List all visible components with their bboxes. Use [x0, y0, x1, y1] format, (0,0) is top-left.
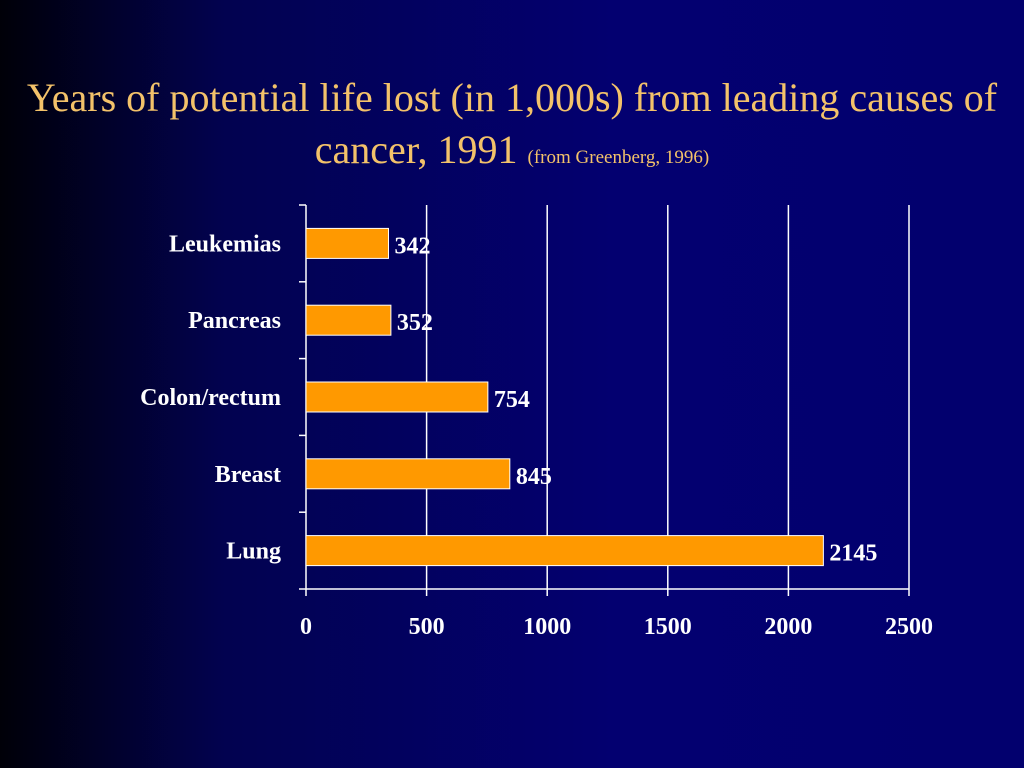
bars: [305, 227, 824, 567]
bar-breast: [305, 458, 511, 490]
data-label-colon-rectum: 754: [494, 387, 530, 413]
bar-pancreas: [305, 304, 392, 336]
category-label-leukemias: Leukemias: [169, 231, 281, 257]
axes: [299, 204, 910, 596]
category-label-colon-rectum: Colon/rectum: [140, 385, 281, 411]
chart-source-note: (from Greenberg, 1996): [527, 147, 710, 168]
category-label-lung: Lung: [226, 539, 281, 565]
bar-colon-rectum: [305, 381, 489, 413]
x-tick-label-500: 500: [409, 614, 445, 640]
chart-title-text: Years of potential life lost (in 1,000s)…: [26, 75, 998, 172]
x-tick-label-1500: 1500: [644, 614, 692, 640]
category-label-breast: Breast: [215, 462, 281, 488]
gridlines: [425, 205, 910, 589]
chart-title: Years of potential life lost (in 1,000s)…: [0, 72, 1024, 184]
data-label-lung: 2145: [829, 541, 877, 567]
x-tick-label-0: 0: [300, 614, 312, 640]
data-label-leukemias: 342: [394, 233, 430, 259]
data-label-breast: 845: [516, 464, 552, 490]
bar-lung: [305, 535, 824, 567]
x-tick-label-2500: 2500: [885, 614, 933, 640]
data-label-pancreas: 352: [397, 310, 433, 336]
labels: 0 500 1000 1500 2000 2500 Leukemias 342 Pancreas…: [140, 231, 933, 640]
x-tick-label-2000: 2000: [764, 614, 812, 640]
bar-leukemias: [305, 227, 389, 259]
x-tick-label-1000: 1000: [523, 614, 571, 640]
category-label-pancreas: Pancreas: [188, 308, 281, 334]
